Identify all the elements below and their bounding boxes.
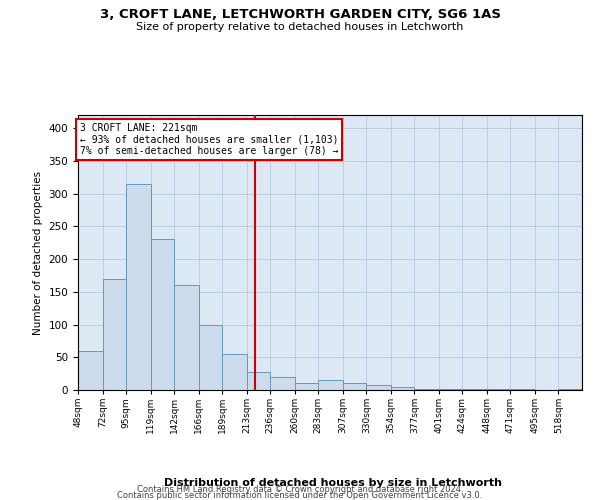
Bar — [343, 384, 366, 390]
Text: Distribution of detached houses by size in Letchworth: Distribution of detached houses by size … — [164, 478, 502, 488]
Bar — [366, 385, 391, 390]
Bar — [78, 350, 103, 390]
Bar — [270, 377, 295, 390]
Text: Contains public sector information licensed under the Open Government Licence v3: Contains public sector information licen… — [118, 490, 482, 500]
Bar — [174, 285, 199, 390]
Bar — [103, 278, 126, 390]
Bar — [318, 380, 343, 390]
Bar — [126, 184, 151, 390]
Bar — [247, 372, 270, 390]
Bar — [295, 384, 318, 390]
Text: 3 CROFT LANE: 221sqm
← 93% of detached houses are smaller (1,103)
7% of semi-det: 3 CROFT LANE: 221sqm ← 93% of detached h… — [80, 123, 338, 156]
Text: Contains HM Land Registry data © Crown copyright and database right 2024.: Contains HM Land Registry data © Crown c… — [137, 484, 463, 494]
Bar — [391, 388, 415, 390]
Bar — [151, 240, 174, 390]
Text: Size of property relative to detached houses in Letchworth: Size of property relative to detached ho… — [136, 22, 464, 32]
Bar — [222, 354, 247, 390]
Text: 3, CROFT LANE, LETCHWORTH GARDEN CITY, SG6 1AS: 3, CROFT LANE, LETCHWORTH GARDEN CITY, S… — [100, 8, 500, 20]
Bar — [415, 388, 439, 390]
Y-axis label: Number of detached properties: Number of detached properties — [33, 170, 43, 334]
Bar — [199, 324, 222, 390]
